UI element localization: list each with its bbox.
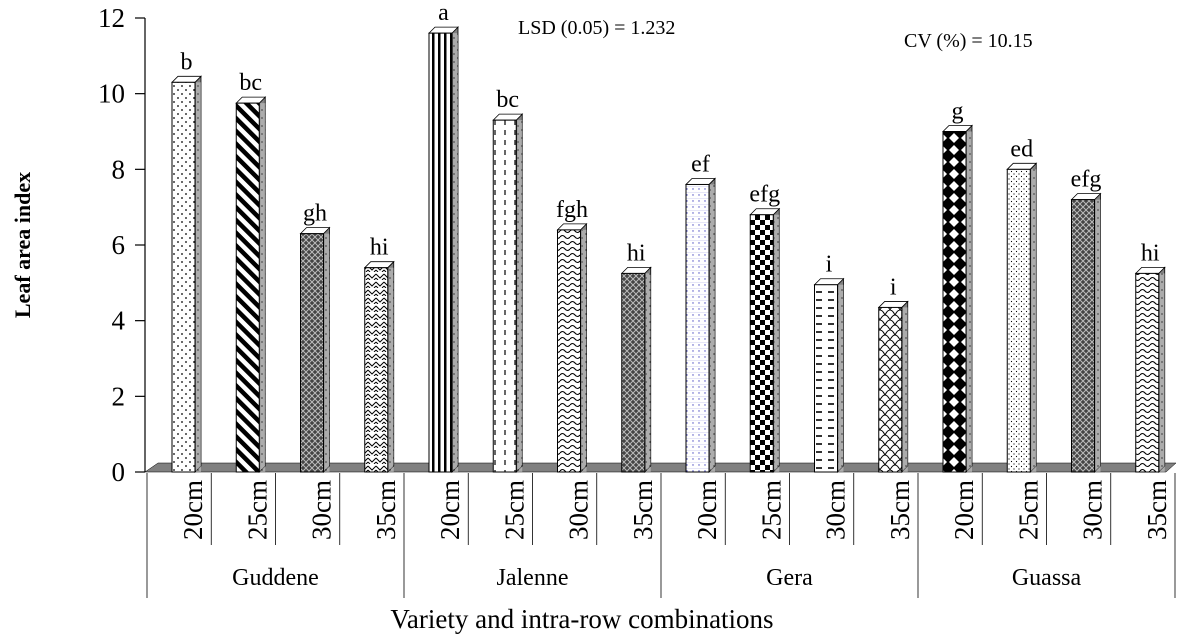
bar-significance-label: hi (1141, 240, 1160, 266)
bar-front (235, 102, 260, 473)
bar-significance-label: bc (496, 87, 519, 113)
x-category-label: 20cm (692, 480, 722, 540)
x-category-label: 20cm (949, 480, 979, 540)
x-category-label: 25cm (1013, 480, 1043, 540)
x-category-label: 20cm (435, 480, 465, 540)
bar-significance-label: i (890, 274, 897, 300)
x-axis: 20cm 25cm 30cm 35cm 20cm 25cm 30cm 35cm 20cm 25cm… (146, 473, 1176, 598)
bar: ed (1006, 136, 1038, 473)
bars: b bc gh hi a bc fgh hi ef efg i i g ed efg hi (171, 0, 1166, 473)
x-category-label: 20cm (178, 480, 208, 540)
bar: b (171, 49, 202, 473)
lsd-annotation: LSD (0.05) = 1.232 (518, 17, 675, 39)
bar: efg (749, 182, 781, 473)
bar-significance-label: hi (370, 235, 389, 261)
bar-significance-label: i (826, 252, 833, 278)
bar-side-texture (902, 307, 908, 472)
y-tick-label: 0 (112, 457, 126, 487)
bar-side-texture (710, 184, 715, 472)
bar-side-texture (324, 233, 330, 472)
bar: i (877, 274, 909, 473)
bar-side-texture (453, 33, 458, 473)
bar-side-texture (1159, 273, 1165, 472)
bar: g (942, 99, 973, 473)
cv-annotation: CV (%) = 10.15 (904, 30, 1033, 52)
x-group-label: Guassa (1012, 565, 1082, 591)
x-category-label: 30cm (1078, 480, 1108, 540)
bar-front (557, 229, 581, 473)
bar-front (171, 81, 196, 473)
bar-front (1006, 168, 1031, 473)
bar-side-texture (196, 82, 201, 473)
y-tick-label: 2 (112, 381, 126, 411)
bar-significance-label: ef (691, 151, 710, 177)
bar-side-texture (645, 273, 651, 472)
bar-side-texture (581, 229, 587, 472)
bar-significance-label: g (952, 99, 964, 125)
x-axis-title: Variety and intra-row combinations (390, 604, 773, 634)
bar-significance-label: hi (627, 240, 646, 266)
y-axis-title: Leaf area index (10, 172, 35, 318)
x-category-label: 30cm (307, 480, 337, 540)
x-category-label: 35cm (885, 480, 915, 540)
x-category-label: 35cm (371, 480, 401, 540)
bar-front (878, 306, 903, 473)
bar-side-texture (967, 131, 972, 472)
bar-side-texture (1095, 199, 1101, 472)
bar-front (300, 233, 324, 473)
bar-side-texture (1031, 169, 1037, 473)
y-tick-label: 4 (112, 306, 126, 336)
bar: bc (235, 70, 267, 473)
bar-significance-label: efg (1071, 167, 1102, 193)
bar-front (428, 32, 453, 473)
y-tick-label: 8 (112, 154, 126, 184)
bar: hi (363, 235, 395, 473)
x-group-label: Guddene (232, 565, 319, 591)
x-group-label: Gera (766, 565, 813, 591)
x-category-label: 25cm (499, 480, 529, 540)
bar-significance-label: fgh (556, 197, 588, 223)
bar-side-texture (260, 103, 266, 472)
y-tick-label: 10 (98, 79, 125, 109)
bar: hi (620, 240, 652, 473)
bar-front (621, 272, 646, 473)
x-category-label: 35cm (628, 480, 658, 540)
bar-side-texture (838, 284, 844, 472)
bar: efg (1070, 167, 1102, 473)
bar-front (1071, 199, 1095, 473)
bar: gh (299, 201, 331, 473)
bar: bc (492, 87, 524, 473)
bar: fgh (556, 197, 588, 473)
bar-front (1135, 272, 1160, 473)
bar-front (364, 267, 389, 473)
x-category-label: 35cm (1142, 480, 1172, 540)
x-category-label: 30cm (564, 480, 594, 540)
bar-side-texture (774, 214, 780, 472)
x-category-label: 25cm (756, 480, 786, 540)
bar-front (749, 214, 774, 473)
x-group-label: Jalenne (497, 565, 569, 591)
bar-front (685, 183, 710, 473)
bar-significance-label: efg (749, 182, 780, 208)
bar-front (814, 284, 838, 473)
x-category-label: 30cm (821, 480, 851, 540)
bar-significance-label: a (438, 0, 449, 26)
bar-front (942, 131, 967, 473)
bar-front (492, 119, 517, 473)
y-axis: 0 2 4 6 8 10 12 (98, 3, 146, 487)
bar-significance-label: b (181, 49, 193, 75)
bar-significance-label: bc (239, 70, 262, 96)
x-category-label: 25cm (242, 480, 272, 540)
bar-side-texture (388, 267, 394, 472)
bar-significance-label: gh (303, 201, 327, 227)
y-tick-label: 12 (98, 3, 125, 33)
bar-significance-label: ed (1010, 136, 1033, 162)
bar: i (813, 252, 845, 473)
bar-side-texture (517, 120, 523, 473)
bar: hi (1134, 240, 1166, 473)
bar: a (428, 0, 459, 473)
y-tick-label: 6 (112, 230, 126, 260)
bar: ef (685, 151, 716, 473)
